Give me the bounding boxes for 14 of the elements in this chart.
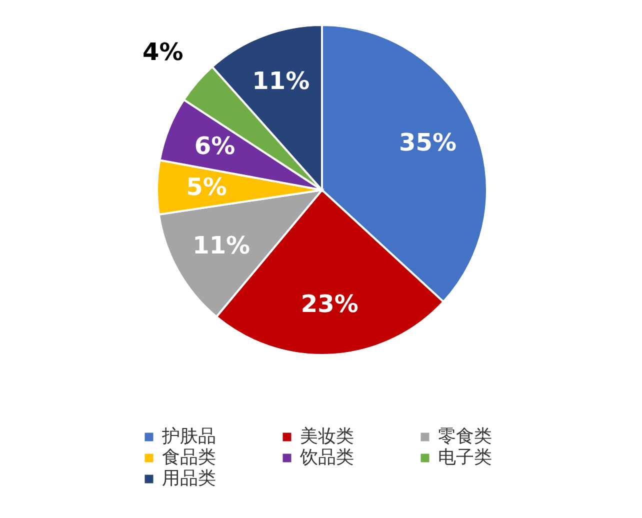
data-label: 35% — [399, 128, 456, 157]
data-label: 23% — [300, 290, 358, 318]
data-label: 6% — [194, 132, 236, 160]
legend-label: 美妆类 — [300, 426, 354, 447]
data-label: 4% — [142, 38, 184, 66]
legend-label: 用品类 — [162, 468, 216, 489]
data-label: 11% — [192, 232, 250, 260]
legend-label: 零食类 — [438, 426, 492, 447]
legend-label: 饮品类 — [299, 447, 354, 468]
legend-label: 电子类 — [438, 447, 492, 468]
data-label: 5% — [186, 173, 227, 202]
legend-label: 护肤品 — [161, 426, 216, 447]
data-label: 11% — [252, 67, 310, 96]
legend-label: 食品类 — [162, 447, 216, 468]
